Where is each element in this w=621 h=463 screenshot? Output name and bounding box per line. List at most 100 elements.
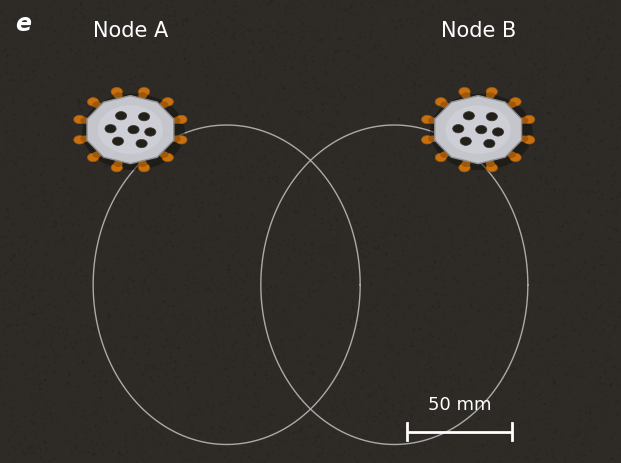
Point xyxy=(186,238,196,245)
Point xyxy=(203,63,213,70)
Point xyxy=(135,213,145,221)
Point xyxy=(163,438,173,445)
Point xyxy=(494,38,504,45)
Point xyxy=(399,83,409,91)
Point xyxy=(489,65,499,72)
Point xyxy=(615,190,621,198)
Point xyxy=(76,254,86,262)
Point xyxy=(302,101,312,108)
Point xyxy=(464,265,474,272)
Point xyxy=(297,338,307,346)
Point xyxy=(463,401,473,408)
Point xyxy=(165,456,175,463)
Point xyxy=(3,278,13,285)
Point xyxy=(277,205,287,213)
Point xyxy=(97,378,107,385)
Point xyxy=(242,225,252,232)
Point xyxy=(458,334,468,342)
Point xyxy=(332,359,342,366)
Point xyxy=(378,233,388,241)
Point xyxy=(145,325,155,332)
Point xyxy=(409,299,419,306)
Point xyxy=(160,282,170,289)
Point xyxy=(497,243,507,250)
Point xyxy=(69,291,79,299)
Point xyxy=(248,40,258,48)
Point xyxy=(274,241,284,248)
Point xyxy=(291,295,301,303)
Point xyxy=(563,9,573,17)
Point xyxy=(222,77,232,84)
Point xyxy=(428,265,438,272)
Point xyxy=(284,123,294,130)
Point xyxy=(311,29,321,37)
Point xyxy=(425,108,435,116)
Point xyxy=(189,379,199,387)
Point xyxy=(250,305,260,312)
Point xyxy=(211,435,221,443)
Point xyxy=(335,6,345,13)
Point xyxy=(427,151,437,158)
Point xyxy=(20,170,30,178)
Point xyxy=(268,306,278,313)
Point xyxy=(274,291,284,299)
Point xyxy=(201,71,211,79)
Point xyxy=(353,90,363,98)
Point xyxy=(183,276,193,284)
Point xyxy=(501,151,510,159)
Point xyxy=(219,372,229,379)
Point xyxy=(97,352,107,360)
Point xyxy=(322,54,332,61)
Point xyxy=(148,305,158,313)
Point xyxy=(147,56,157,63)
Point xyxy=(306,416,315,424)
Point xyxy=(464,102,474,109)
Point xyxy=(315,429,325,436)
Point xyxy=(556,61,566,68)
Point xyxy=(215,150,225,158)
Point xyxy=(599,50,609,58)
Point xyxy=(329,94,338,101)
Point xyxy=(137,434,147,441)
Point xyxy=(430,345,440,352)
Point xyxy=(397,242,407,250)
Point xyxy=(281,75,291,82)
Point xyxy=(132,84,142,91)
Point xyxy=(0,351,6,359)
Point xyxy=(355,197,365,205)
Point xyxy=(176,45,186,53)
Point xyxy=(480,458,490,463)
Point xyxy=(201,45,211,53)
Point xyxy=(452,248,462,256)
Point xyxy=(533,213,543,221)
Point xyxy=(404,56,414,63)
Point xyxy=(330,235,340,243)
Point xyxy=(512,125,522,132)
Point xyxy=(425,142,435,149)
Point xyxy=(54,31,64,38)
Point xyxy=(399,333,409,341)
Point xyxy=(155,104,165,111)
Point xyxy=(434,81,444,88)
Point xyxy=(482,212,492,219)
Point xyxy=(451,407,461,415)
Point xyxy=(19,8,29,15)
Point xyxy=(458,138,468,145)
Point xyxy=(195,191,205,199)
Point xyxy=(596,0,605,7)
Circle shape xyxy=(459,163,470,172)
Point xyxy=(235,121,245,128)
Point xyxy=(207,270,217,278)
Point xyxy=(233,193,243,200)
Point xyxy=(559,88,569,96)
Point xyxy=(108,197,118,205)
Point xyxy=(269,174,279,181)
Point xyxy=(94,267,104,274)
Point xyxy=(140,223,150,231)
Point xyxy=(27,126,37,133)
Point xyxy=(594,108,604,115)
Point xyxy=(247,456,256,463)
Point xyxy=(167,311,177,319)
Point xyxy=(0,87,9,94)
Point xyxy=(403,2,413,9)
